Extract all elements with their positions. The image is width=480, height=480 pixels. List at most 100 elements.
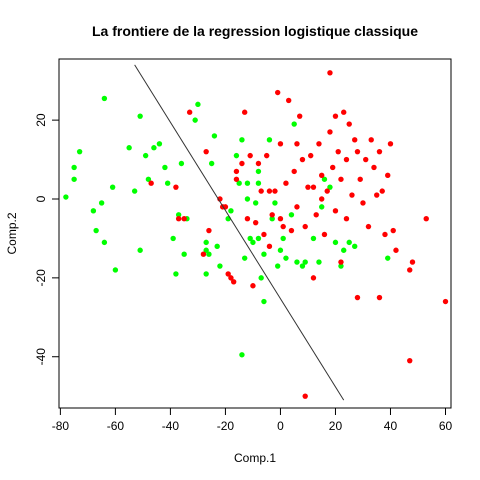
green-point xyxy=(164,180,171,186)
red-point xyxy=(349,192,355,198)
red-point xyxy=(365,223,372,230)
green-point xyxy=(332,239,339,246)
green-point xyxy=(255,180,262,186)
x-tick-label: 40 xyxy=(384,419,398,433)
green-point xyxy=(255,235,262,242)
red-point xyxy=(291,168,297,175)
red-point xyxy=(225,271,231,277)
x-axis-label: Comp.1 xyxy=(234,451,276,465)
red-point xyxy=(288,227,295,234)
green-point xyxy=(277,247,284,253)
red-point xyxy=(387,141,394,147)
red-point xyxy=(308,152,314,159)
x-tick-label: -20 xyxy=(217,419,235,433)
green-point xyxy=(252,200,259,206)
red-point xyxy=(354,148,361,155)
green-point xyxy=(90,208,97,214)
red-point xyxy=(327,129,333,135)
red-point xyxy=(390,227,396,234)
green-point xyxy=(299,263,306,269)
x-axis: -80 -60 -40 -20 0 20 40 60 xyxy=(52,408,453,433)
green-point xyxy=(274,263,281,269)
red-point xyxy=(266,243,273,250)
x-tick-label: 60 xyxy=(439,419,453,433)
green-point xyxy=(341,247,347,253)
green-point xyxy=(291,121,297,127)
green-point xyxy=(137,113,143,119)
green-point xyxy=(294,259,300,265)
green-point xyxy=(239,137,245,143)
green-point xyxy=(170,235,176,242)
red-point xyxy=(324,188,330,194)
green-point xyxy=(255,168,262,175)
red-point xyxy=(247,152,253,159)
data-points xyxy=(63,70,449,399)
green-point xyxy=(280,235,286,242)
green-point xyxy=(195,101,201,108)
green-point xyxy=(71,176,77,182)
red-point xyxy=(310,184,317,190)
green-point xyxy=(173,271,179,277)
red-point xyxy=(360,200,366,206)
x-tick-label: 20 xyxy=(329,419,343,433)
green-point xyxy=(241,255,248,261)
green-point xyxy=(352,243,358,250)
green-point xyxy=(175,212,182,218)
red-point xyxy=(239,160,245,167)
red-point xyxy=(316,141,322,147)
green-point xyxy=(250,239,256,246)
red-point xyxy=(258,188,264,194)
red-point xyxy=(409,259,416,265)
red-point xyxy=(302,393,308,399)
red-point xyxy=(263,152,270,159)
green-point xyxy=(101,95,108,102)
red-point xyxy=(407,357,413,364)
red-point xyxy=(363,156,369,163)
y-axis: -40 -20 0 20 xyxy=(34,113,59,365)
green-point xyxy=(208,160,215,167)
red-point xyxy=(321,231,328,238)
red-point xyxy=(371,164,377,171)
green-point xyxy=(261,251,267,257)
red-point xyxy=(228,275,234,281)
red-point xyxy=(186,109,193,115)
red-point xyxy=(305,184,311,190)
red-point xyxy=(203,148,209,155)
green-point xyxy=(269,216,275,222)
green-point xyxy=(239,352,245,358)
green-point xyxy=(203,271,209,277)
red-point xyxy=(343,156,350,163)
green-point xyxy=(109,184,116,190)
x-tick-label: -60 xyxy=(107,419,125,433)
green-point xyxy=(178,160,185,167)
green-point xyxy=(162,164,168,171)
green-point xyxy=(244,180,251,186)
green-point xyxy=(319,204,325,210)
red-point xyxy=(280,223,286,230)
red-point xyxy=(255,160,262,167)
red-point xyxy=(379,188,385,194)
red-point xyxy=(319,196,325,202)
green-point xyxy=(71,164,77,171)
green-point xyxy=(236,180,242,186)
red-point xyxy=(382,231,388,238)
red-point xyxy=(393,247,399,253)
green-point xyxy=(203,247,209,253)
red-point xyxy=(241,109,248,115)
red-point xyxy=(244,216,251,222)
red-point xyxy=(269,212,275,218)
red-point xyxy=(376,294,383,301)
red-point xyxy=(374,192,380,198)
red-point xyxy=(233,168,240,175)
red-point xyxy=(148,180,154,186)
green-point xyxy=(258,275,264,281)
x-tick-label: 0 xyxy=(277,419,284,433)
green-point xyxy=(310,235,317,242)
red-point xyxy=(338,176,344,182)
y-tick-label: 20 xyxy=(34,113,48,127)
red-point xyxy=(297,113,303,119)
red-point xyxy=(294,141,300,147)
red-point xyxy=(250,283,256,289)
red-point xyxy=(330,164,336,171)
red-point xyxy=(285,97,292,104)
